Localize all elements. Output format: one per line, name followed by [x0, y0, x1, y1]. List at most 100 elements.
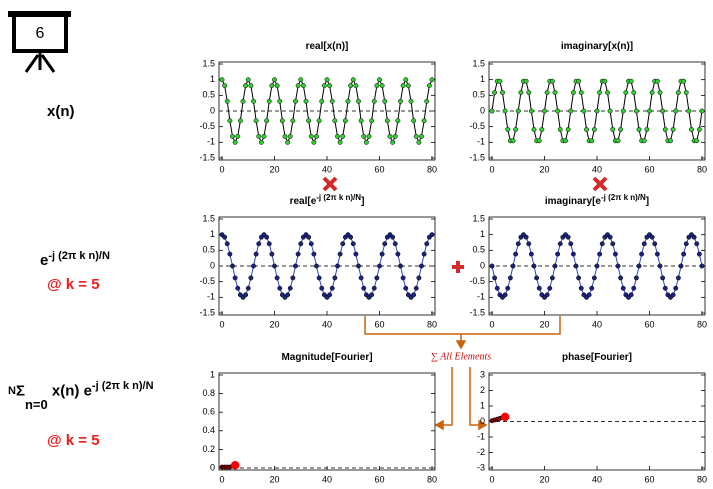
data-point: [691, 234, 697, 240]
data-point: [361, 285, 367, 291]
sum-body: x(n) e: [51, 382, 92, 400]
y-tick-label: 0.6: [202, 407, 215, 417]
y-tick-label: 1: [210, 74, 215, 84]
x-tick-label: 40: [592, 474, 602, 484]
data-point: [311, 251, 317, 257]
x-tick-label: 0: [489, 164, 494, 174]
data-point: [369, 118, 375, 124]
slide-number: 6: [36, 25, 45, 42]
y-tick-label: 0.8: [202, 388, 215, 398]
data-point: [403, 77, 409, 83]
data-point: [681, 251, 687, 257]
data-point: [324, 77, 330, 83]
data-point: [594, 108, 600, 114]
presentation-icon: 6: [8, 11, 71, 73]
data-point: [413, 133, 419, 139]
y-tick-label: -1: [477, 431, 485, 441]
subplot: -3 -2 -1 0 1 2 3 0 20 40 60 80 phase[Fourier]: [477, 352, 707, 484]
data-point: [681, 78, 687, 84]
y-tick-label: -0.5: [469, 121, 485, 131]
y-tick-label: -1.5: [199, 307, 215, 317]
x-tick-label: 80: [697, 164, 707, 174]
chart-title: imaginary[e-j (2π k n)/N]: [545, 193, 649, 208]
signal-label: x(n): [47, 103, 75, 120]
data-point: [531, 263, 537, 269]
data-point: [279, 118, 285, 124]
data-point: [219, 77, 225, 83]
data-point: [528, 251, 534, 257]
data-point: [329, 285, 335, 291]
data-point: [314, 263, 319, 269]
data-point: [526, 90, 532, 95]
x-tick-label: 20: [539, 164, 549, 174]
data-point: [631, 285, 637, 291]
chart-title: imaginary[x(n)]: [561, 41, 633, 52]
data-point: [696, 251, 702, 257]
data-point: [497, 78, 503, 84]
data-point: [578, 90, 584, 95]
data-point: [392, 241, 398, 247]
data-point: [419, 263, 424, 269]
y-tick-label: 2: [480, 385, 485, 395]
data-point: [390, 234, 396, 240]
data-point: [536, 285, 542, 291]
data-point: [342, 118, 348, 124]
data-point: [544, 292, 550, 298]
x-tick-label: 20: [269, 164, 279, 174]
data-point: [274, 275, 280, 281]
data-point: [581, 108, 587, 114]
title-part: real[e: [290, 196, 317, 207]
data-point: [536, 138, 542, 144]
k-label: @ k = 5: [47, 276, 100, 293]
y-tick-label: -0.5: [199, 121, 215, 131]
data-point: [500, 412, 510, 422]
data-point: [542, 108, 547, 114]
data-point: [555, 108, 561, 114]
data-point: [654, 251, 660, 257]
data-point: [578, 285, 584, 291]
data-point: [258, 139, 264, 145]
data-point: [421, 118, 427, 124]
data-point: [628, 78, 634, 84]
data-point: [308, 241, 314, 247]
chart-title: phase[Fourier]: [562, 352, 632, 363]
y-tick-label: 1.5: [202, 58, 215, 68]
data-point: [230, 460, 240, 470]
data-point: [652, 241, 658, 247]
data-point: [366, 133, 372, 139]
data-point: [673, 285, 679, 291]
data-point: [237, 118, 243, 124]
data-point: [382, 241, 388, 247]
data-point: [411, 118, 417, 124]
connector: [364, 316, 561, 335]
data-point: [589, 138, 595, 144]
x-tick-label: 80: [697, 319, 707, 329]
connectors: [364, 316, 561, 431]
y-tick-label: 1: [480, 400, 485, 410]
data-point: [303, 98, 309, 104]
data-point: [620, 108, 626, 114]
data-point: [348, 83, 354, 89]
kernel-exponent: -j (2π k n)/N: [48, 250, 110, 262]
data-point: [353, 83, 359, 89]
y-tick-label: 1: [210, 369, 215, 379]
data-point: [311, 139, 317, 145]
data-point: [316, 275, 322, 281]
y-tick-label: -1.5: [469, 307, 485, 317]
data-point: [377, 77, 382, 83]
data-point: [565, 234, 571, 240]
subplot: -1.5 -1 -0.5 0 0.5 1 1.5 0 20 40 60 80 imaginary[e-j…: [469, 193, 707, 330]
data-point: [230, 263, 235, 269]
x-tick-label: 20: [539, 474, 549, 484]
axes-frame: [218, 372, 436, 471]
data-point: [660, 108, 666, 114]
sum-operator: N: [8, 384, 16, 399]
data-point: [568, 241, 574, 247]
y-tick-label: -1: [477, 137, 485, 147]
data-point: [382, 98, 388, 104]
data-point: [256, 241, 262, 247]
title-part: ]: [646, 196, 649, 207]
data-point: [405, 83, 411, 89]
data-point: [277, 285, 283, 291]
